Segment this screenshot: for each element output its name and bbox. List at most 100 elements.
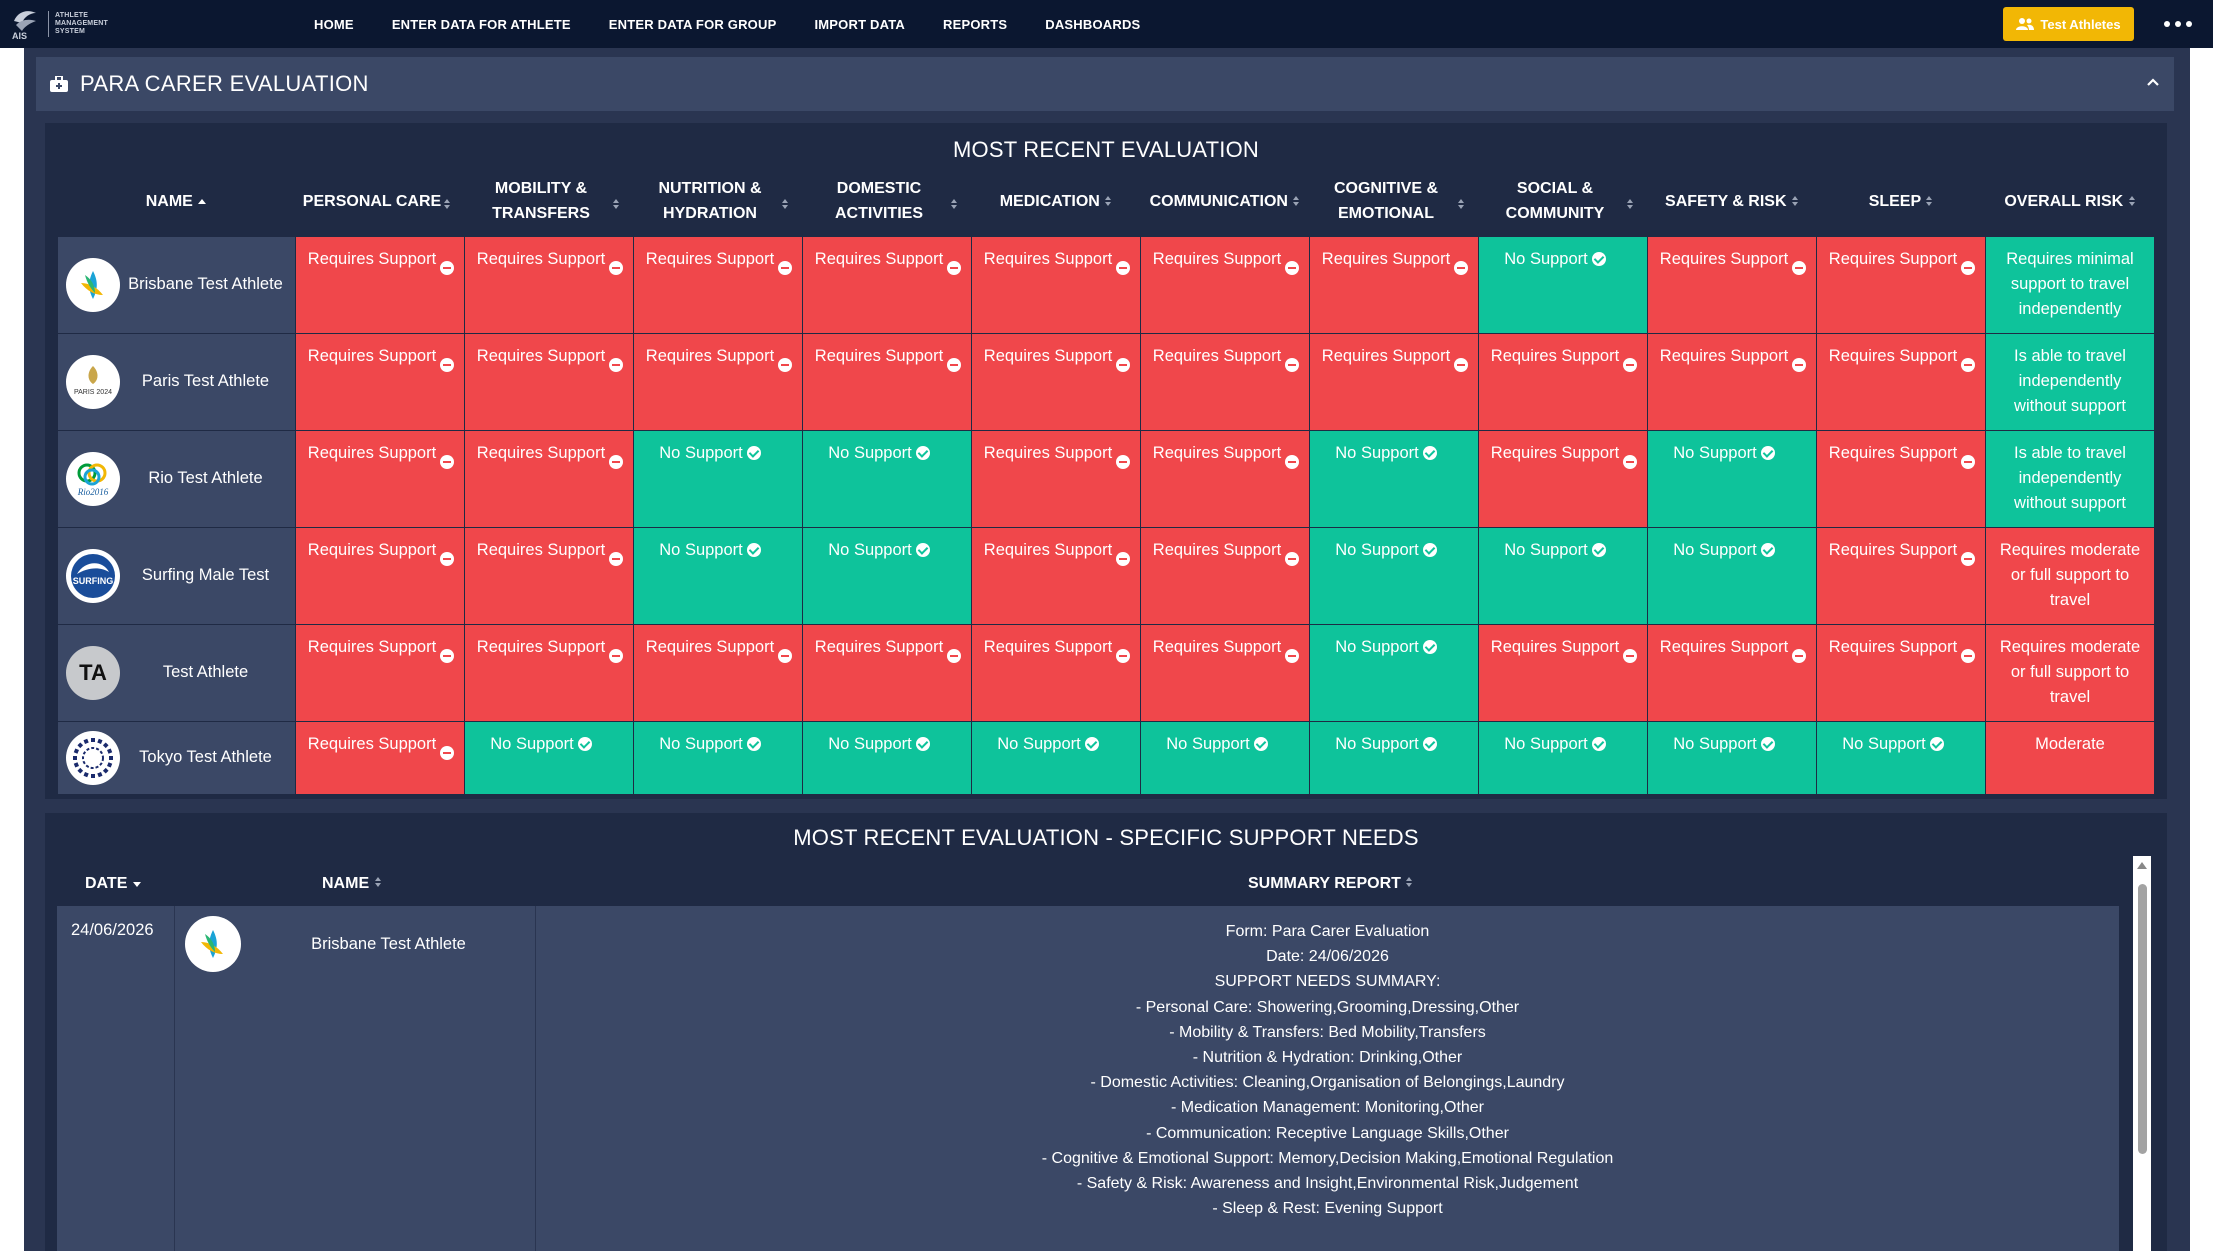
no-support-cell[interactable]: No Support (1309, 720, 1479, 795)
no-support-cell[interactable]: No Support (802, 526, 972, 625)
requires-support-cell[interactable]: Requires Support (1140, 332, 1310, 431)
requires-support-cell[interactable]: Requires Support (1140, 623, 1310, 722)
requires-support-cell[interactable]: Requires Support (971, 429, 1141, 528)
athlete-cell[interactable]: Tokyo Test Athlete (57, 720, 296, 795)
no-support-cell[interactable]: No Support (1816, 720, 1986, 795)
athlete-cell[interactable]: TA Test Athlete (57, 623, 296, 722)
requires-support-cell[interactable]: Requires Support (1816, 623, 1986, 722)
athlete-cell[interactable]: SURFING Surfing Male Test (57, 526, 296, 625)
scroll-up-icon[interactable] (2137, 862, 2147, 869)
requires-support-cell[interactable]: Requires Support (1647, 623, 1817, 722)
no-support-cell[interactable]: No Support (1140, 720, 1310, 795)
athlete-name[interactable]: Test Athlete (162, 663, 249, 681)
athlete-name[interactable]: Tokyo Test Athlete (139, 748, 272, 766)
athlete-row[interactable]: Rio2016 Rio Test Athlete Requires Support R… (57, 429, 2155, 528)
test-athletes-button[interactable]: Test Athletes (2003, 7, 2134, 41)
athlete-name[interactable]: Surfing Male Test (141, 566, 270, 584)
athlete-cell[interactable]: Rio2016 Rio Test Athlete (57, 429, 296, 528)
requires-support-cell[interactable]: Requires Support (1478, 429, 1648, 528)
panel-header[interactable]: PARA CARER EVALUATION (36, 57, 2174, 111)
athlete-name[interactable]: Brisbane Test Athlete (128, 275, 283, 293)
col-header-social-community[interactable]: SOCIAL & COMMUNITY (1479, 167, 1648, 236)
more-options-icon[interactable] (2164, 14, 2192, 34)
requires-support-cell[interactable]: Requires Support (971, 235, 1141, 334)
col-header-domestic-activities[interactable]: DOMESTIC ACTIVITIES (803, 167, 972, 236)
requires-support-cell[interactable]: Requires Support (295, 720, 465, 795)
requires-support-cell[interactable]: Requires Support (464, 235, 634, 334)
col-summary-header[interactable]: SUMMARY REPORT (1248, 875, 1413, 893)
requires-support-cell[interactable]: Requires Support (633, 235, 803, 334)
col-header-nutrition-hydration[interactable]: NUTRITION & HYDRATION (634, 167, 803, 236)
athlete-row[interactable]: PARIS 2024 Paris Test Athlete Requires Sup… (57, 332, 2155, 431)
athlete-name[interactable]: Paris Test Athlete (141, 372, 270, 390)
requires-support-cell[interactable]: Requires Support (802, 332, 972, 431)
no-support-cell[interactable]: No Support (633, 526, 803, 625)
requires-support-cell[interactable]: Requires Support (1478, 623, 1648, 722)
requires-support-cell[interactable]: Requires Support (295, 526, 465, 625)
col-name-header[interactable]: NAME (322, 875, 382, 893)
nav-dashboards[interactable]: DASHBOARDS (1045, 16, 1141, 32)
col-header-cognitive-emotional[interactable]: COGNITIVE & EMOTIONAL (1310, 167, 1479, 236)
overall-risk-cell[interactable]: Requires moderate or full support to tra… (1985, 526, 2155, 625)
col-header-overall-risk[interactable]: OVERALL RISK (1986, 167, 2155, 236)
scroll-thumb[interactable] (2138, 884, 2147, 1154)
requires-support-cell[interactable]: Requires Support (971, 526, 1141, 625)
requires-support-cell[interactable]: Requires Support (1816, 332, 1986, 431)
requires-support-cell[interactable]: Requires Support (633, 623, 803, 722)
requires-support-cell[interactable]: Requires Support (1478, 332, 1648, 431)
col-date-header[interactable]: DATE (85, 875, 142, 893)
no-support-cell[interactable]: No Support (1478, 235, 1648, 334)
vertical-scrollbar[interactable] (2133, 856, 2151, 1251)
nav-home[interactable]: HOME (314, 16, 354, 32)
no-support-cell[interactable]: No Support (1647, 429, 1817, 528)
athlete-row[interactable]: Tokyo Test Athlete Requires Support No Sup… (57, 720, 2155, 795)
col-header-medication[interactable]: MEDICATION (972, 167, 1141, 236)
requires-support-cell[interactable]: Requires Support (1816, 526, 1986, 625)
col-header-name[interactable]: NAME (58, 167, 296, 236)
requires-support-cell[interactable]: Requires Support (802, 623, 972, 722)
overall-risk-cell[interactable]: Moderate (1985, 720, 2155, 795)
overall-risk-cell[interactable]: Requires moderate or full support to tra… (1985, 623, 2155, 722)
requires-support-cell[interactable]: Requires Support (295, 429, 465, 528)
requires-support-cell[interactable]: Requires Support (1140, 526, 1310, 625)
requires-support-cell[interactable]: Requires Support (971, 332, 1141, 431)
no-support-cell[interactable]: No Support (1647, 720, 1817, 795)
athlete-row[interactable]: SURFING Surfing Male Test Requires Support… (57, 526, 2155, 625)
no-support-cell[interactable]: No Support (1478, 526, 1648, 625)
requires-support-cell[interactable]: Requires Support (464, 623, 634, 722)
requires-support-cell[interactable]: Requires Support (1140, 429, 1310, 528)
requires-support-cell[interactable]: Requires Support (464, 429, 634, 528)
overall-risk-cell[interactable]: Requires minimal support to travel indep… (1985, 235, 2155, 334)
requires-support-cell[interactable]: Requires Support (464, 332, 634, 431)
requires-support-cell[interactable]: Requires Support (633, 332, 803, 431)
requires-support-cell[interactable]: Requires Support (971, 623, 1141, 722)
no-support-cell[interactable]: No Support (1309, 526, 1479, 625)
athlete-name[interactable]: Rio Test Athlete (148, 469, 263, 487)
no-support-cell[interactable]: No Support (802, 429, 972, 528)
no-support-cell[interactable]: No Support (633, 429, 803, 528)
col-header-personal-care[interactable]: PERSONAL CARE (296, 167, 465, 236)
requires-support-cell[interactable]: Requires Support (295, 332, 465, 431)
athlete-row[interactable]: Brisbane Test Athlete Requires Support Req… (57, 235, 2155, 334)
requires-support-cell[interactable]: Requires Support (1816, 235, 1986, 334)
no-support-cell[interactable]: No Support (464, 720, 634, 795)
requires-support-cell[interactable]: Requires Support (295, 623, 465, 722)
col-header-mobility-transfers[interactable]: MOBILITY & TRANSFERS (465, 167, 634, 236)
requires-support-cell[interactable]: Requires Support (464, 526, 634, 625)
nav-enter-data-athlete[interactable]: ENTER DATA FOR ATHLETE (391, 16, 571, 32)
no-support-cell[interactable]: No Support (1309, 429, 1479, 528)
requires-support-cell[interactable]: Requires Support (802, 235, 972, 334)
no-support-cell[interactable]: No Support (633, 720, 803, 795)
chevron-up-icon[interactable] (2146, 75, 2160, 89)
col-header-communication[interactable]: COMMUNICATION (1141, 167, 1310, 236)
no-support-cell[interactable]: No Support (1309, 623, 1479, 722)
requires-support-cell[interactable]: Requires Support (1140, 235, 1310, 334)
nav-import-data[interactable]: IMPORT DATA (814, 16, 905, 32)
athlete-cell[interactable]: PARIS 2024 Paris Test Athlete (57, 332, 296, 431)
requires-support-cell[interactable]: Requires Support (295, 235, 465, 334)
requires-support-cell[interactable]: Requires Support (1309, 235, 1479, 334)
overall-risk-cell[interactable]: Is able to travel independently without … (1985, 429, 2155, 528)
no-support-cell[interactable]: No Support (802, 720, 972, 795)
nav-reports[interactable]: REPORTS (943, 16, 1008, 32)
no-support-cell[interactable]: No Support (971, 720, 1141, 795)
